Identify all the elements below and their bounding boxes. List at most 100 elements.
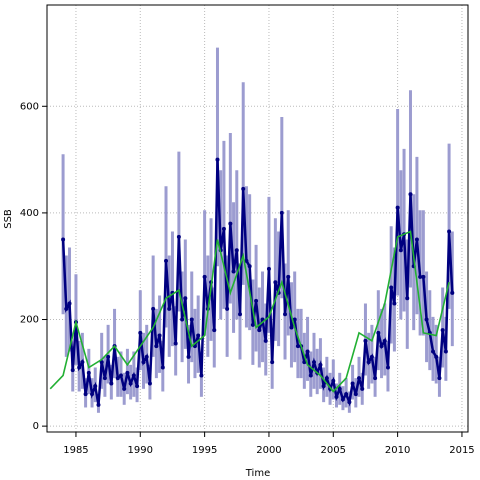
data-point [254, 298, 259, 303]
data-point [102, 376, 107, 381]
data-point [389, 285, 394, 290]
data-point [125, 370, 130, 375]
data-point [395, 205, 400, 210]
x-tick-label: 2000 [256, 445, 281, 456]
data-point [151, 306, 156, 311]
data-point [443, 349, 448, 354]
data-point [369, 354, 374, 359]
data-point [431, 349, 436, 354]
data-point [286, 274, 291, 279]
data-point [138, 330, 143, 335]
data-point [196, 333, 201, 338]
data-point [131, 373, 136, 378]
data-point [202, 274, 207, 279]
data-point [266, 266, 271, 271]
data-point [183, 296, 188, 301]
data-point [186, 354, 191, 359]
data-point [344, 392, 349, 397]
data-point [366, 360, 371, 365]
data-point [176, 234, 181, 239]
data-point [421, 274, 426, 279]
data-point [234, 248, 239, 253]
data-point [392, 301, 397, 306]
x-tick-label: 2010 [385, 445, 410, 456]
data-point [447, 229, 452, 234]
data-point [70, 368, 75, 373]
data-point [353, 392, 358, 397]
data-point [357, 376, 362, 381]
data-point [241, 186, 246, 191]
x-tick-label: 1990 [128, 445, 153, 456]
data-point [302, 360, 307, 365]
data-point [295, 344, 300, 349]
data-point [308, 373, 313, 378]
data-point [283, 312, 288, 317]
data-point [215, 157, 220, 162]
data-point [147, 381, 152, 386]
y-tick-label: 200 [20, 315, 39, 326]
data-point [135, 384, 140, 389]
data-point [250, 322, 255, 327]
data-point [373, 376, 378, 381]
data-point [225, 306, 230, 311]
data-point [61, 237, 66, 242]
data-point [128, 381, 133, 386]
data-point [292, 317, 297, 322]
data-point [90, 392, 95, 397]
data-point [398, 248, 403, 253]
data-point [109, 381, 114, 386]
y-axis-label: SSB [3, 209, 14, 229]
data-point [199, 373, 204, 378]
x-tick-label: 1985 [63, 445, 88, 456]
y-tick-label: 0 [33, 421, 39, 432]
data-point [273, 280, 278, 285]
data-point [324, 376, 329, 381]
data-point [311, 360, 316, 365]
data-point [263, 338, 268, 343]
data-point [141, 360, 146, 365]
data-point [305, 349, 310, 354]
data-point [93, 384, 98, 389]
data-point [440, 328, 445, 333]
x-tick-label: 2005 [321, 445, 346, 456]
data-point [270, 360, 275, 365]
data-point [347, 400, 352, 405]
data-point [221, 226, 226, 231]
data-point [244, 258, 249, 263]
data-point [385, 365, 390, 370]
data-point [247, 264, 252, 269]
data-point [408, 192, 413, 197]
data-point [405, 296, 410, 301]
data-point [318, 362, 323, 367]
plot-frame [46, 4, 469, 433]
data-point [83, 392, 88, 397]
data-point [363, 338, 368, 343]
data-point [334, 394, 339, 399]
data-point [154, 344, 159, 349]
data-point [77, 365, 82, 370]
data-point [340, 397, 345, 402]
data-point [450, 290, 455, 295]
x-axis-label: Time [245, 468, 270, 479]
data-point [331, 378, 336, 383]
data-point [424, 317, 429, 322]
y-tick-label: 600 [20, 101, 39, 112]
data-point [350, 381, 355, 386]
data-point [167, 306, 172, 311]
data-point [80, 360, 85, 365]
data-point [64, 306, 69, 311]
data-point [418, 274, 423, 279]
data-point [379, 344, 384, 349]
data-point [337, 386, 342, 391]
data-point [67, 301, 72, 306]
y-tick-label: 400 [20, 208, 39, 219]
data-point [173, 341, 178, 346]
data-point [414, 237, 419, 242]
data-point [360, 386, 365, 391]
data-point [189, 317, 194, 322]
data-point [144, 354, 149, 359]
series-line [49, 230, 450, 393]
data-point [228, 221, 233, 226]
data-point [376, 330, 381, 335]
data-point [99, 360, 104, 365]
